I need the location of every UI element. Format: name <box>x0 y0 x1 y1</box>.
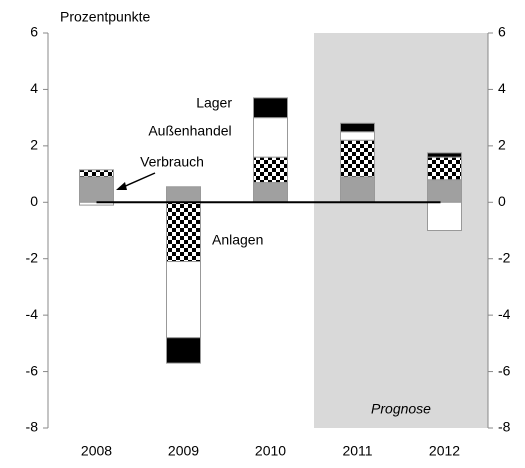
y-tick-label: -2 <box>26 249 39 265</box>
y2-tick-label: 0 <box>498 193 506 209</box>
bar-segment <box>253 156 288 184</box>
bar-segment <box>427 156 462 181</box>
bar-segment <box>166 201 201 263</box>
bar-segment <box>340 131 375 141</box>
x-tick-label: 2012 <box>429 443 460 459</box>
y2-tick-label: -6 <box>498 362 511 378</box>
bar-segment <box>427 201 462 232</box>
y2-tick-label: 2 <box>498 137 506 153</box>
bar-segment <box>340 176 375 203</box>
y-tick-label: -4 <box>26 306 39 322</box>
y-tick-label: -8 <box>26 419 39 435</box>
bar-segment <box>253 97 288 119</box>
bar-segment <box>427 179 462 203</box>
y2-tick-label: -8 <box>498 419 511 435</box>
bar-segment <box>79 176 114 203</box>
y-tick-label: 4 <box>30 80 38 96</box>
x-tick-label: 2009 <box>168 443 199 459</box>
y2-tick-label: -4 <box>498 306 511 322</box>
bar-segment <box>253 182 288 203</box>
x-tick-label: 2011 <box>342 443 372 459</box>
arrow <box>120 172 156 189</box>
series-label: Anlagen <box>212 232 263 248</box>
x-tick-label: 2008 <box>81 443 112 459</box>
bar-segment <box>166 261 201 339</box>
y2-tick-label: 6 <box>498 24 506 40</box>
series-label: Lager <box>196 95 232 111</box>
bar-segment <box>166 337 201 364</box>
y-axis-label: Prozentpunkte <box>60 9 150 25</box>
bar-segment <box>166 186 201 203</box>
y2-tick-label: 4 <box>498 80 506 96</box>
arrow-head <box>116 182 127 190</box>
y2-tick-label: -2 <box>498 249 511 265</box>
bar-segment <box>340 122 375 133</box>
y-tick-label: -6 <box>26 362 39 378</box>
bar-segment <box>340 139 375 178</box>
y-tick-label: 6 <box>30 24 38 40</box>
bar-segment <box>253 117 288 158</box>
y-tick-label: 0 <box>30 193 38 209</box>
bar-segment <box>427 152 462 158</box>
forecast-label: Prognose <box>371 401 431 417</box>
series-label: Außenhandel <box>148 123 231 139</box>
x-tick-label: 2010 <box>255 443 286 459</box>
y-tick-label: 2 <box>30 137 38 153</box>
series-label: Verbrauch <box>140 154 204 170</box>
bar-segment <box>79 169 114 178</box>
